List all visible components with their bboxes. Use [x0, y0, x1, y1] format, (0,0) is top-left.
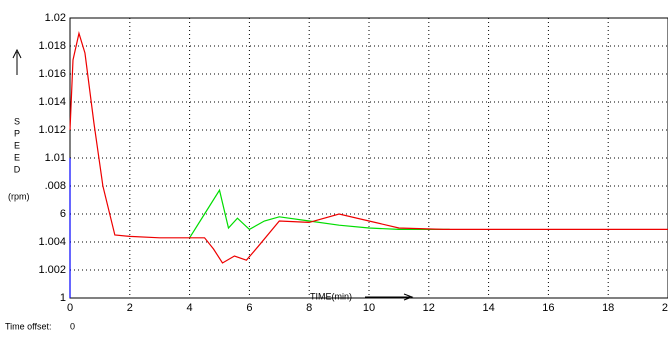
x-tick-label: 4	[187, 302, 193, 314]
x-tick-label: 6	[246, 302, 252, 314]
y-axis-letter: E	[14, 140, 20, 150]
x-tick-label: 14	[482, 302, 494, 314]
y-axis-letter: E	[14, 152, 20, 162]
y-tick-label: 1.016	[38, 68, 66, 80]
x-tick-label: 12	[423, 302, 435, 314]
series-line	[189, 188, 450, 239]
x-tick-label: 18	[602, 302, 614, 314]
y-axis-unit: (rpm)	[8, 191, 30, 201]
footer-value: 0	[70, 321, 75, 331]
y-axis-letter: S	[14, 116, 20, 126]
y-tick-label: 1.012	[38, 124, 66, 136]
y-tick-label: 1.02	[45, 12, 66, 24]
y-tick-label: 1.014	[38, 96, 66, 108]
y-tick-label: 1.01	[45, 152, 66, 164]
x-axis-label: TIME(min)	[310, 291, 352, 301]
series-line	[69, 31, 668, 264]
x-tick-label: 0	[67, 302, 73, 314]
x-tick-label: 10	[363, 302, 375, 314]
y-axis-letter: D	[14, 164, 21, 174]
footer-label: Time offset:	[5, 321, 52, 331]
y-tick-label: .008	[45, 180, 66, 192]
y-tick-label: 6	[60, 208, 66, 220]
y-tick-label: 1	[60, 292, 66, 304]
y-tick-label: 1.004	[38, 236, 66, 248]
y-axis-letter: P	[14, 128, 20, 138]
x-tick-label: 8	[306, 302, 312, 314]
y-arrow-head	[12, 48, 22, 59]
x-tick-label: 20	[662, 302, 668, 314]
x-tick-label: 2	[127, 302, 133, 314]
y-tick-label: 1.002	[38, 264, 66, 276]
x-arrow-head	[403, 293, 414, 301]
x-tick-label: 16	[542, 302, 554, 314]
y-tick-label: 1.018	[38, 40, 66, 52]
